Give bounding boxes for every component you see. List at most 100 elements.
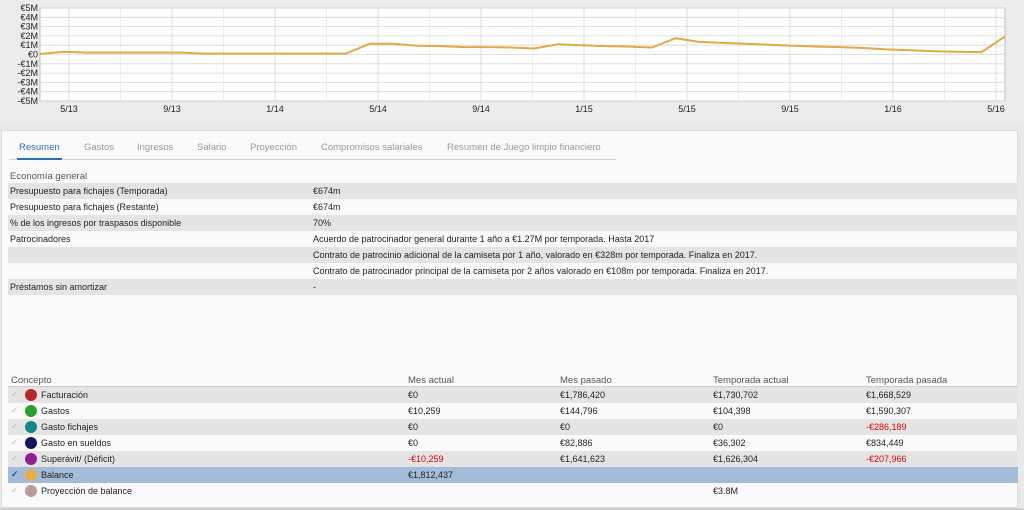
concept-name: Gasto fichajes (41, 422, 99, 432)
last-month-value: €0 (560, 422, 571, 432)
economy-row: Presupuesto para fichajes (Restante) €67… (8, 199, 1018, 215)
economy-row: Contrato de patrocinador principal de la… (8, 263, 1018, 279)
economy-row-value: €674m (313, 186, 341, 196)
header-last-season[interactable]: Temporada pasada (866, 375, 948, 386)
economy-row-value: Contrato de patrocinador principal de la… (313, 266, 769, 276)
x-tick-label: 5/16 (987, 104, 1005, 114)
economy-row-value: 70% (313, 218, 332, 228)
x-tick-label: 1/15 (575, 104, 593, 114)
concept-name: Gasto en sueldos (41, 438, 112, 448)
bottom-border (0, 508, 1024, 510)
checkmark-icon[interactable]: ✓ (11, 405, 19, 415)
x-tick-label: 9/13 (163, 104, 181, 114)
header-current-season[interactable]: Temporada actual (713, 375, 789, 386)
economy-row-label: Patrocinadores (10, 234, 71, 244)
current-month-value: €0 (408, 390, 419, 400)
y-tick-label: €3M (20, 22, 38, 32)
current-season-value: €104,398 (713, 406, 751, 416)
current-season-value: €3.8M (713, 486, 739, 496)
current-season-value: €1,626,304 (713, 454, 759, 464)
current-month-value: €1,812,437 (408, 470, 454, 480)
tab-bar: Resumen Gastos Ingresos Salario Proyecci… (9, 140, 616, 160)
economy-row: % de los ingresos por traspasos disponib… (8, 215, 1018, 231)
tab-ingresos[interactable]: Ingresos (137, 142, 174, 153)
current-season-value: €0 (713, 422, 724, 432)
tab-salario[interactable]: Salario (197, 142, 227, 153)
table-row[interactable]: ✓ Gastos €10,259 €144,796 €104,398 €1,59… (8, 403, 1018, 419)
table-row-selected[interactable]: ✓ Balance €1,812,437 (8, 467, 1018, 483)
y-tick-label: €0 (28, 50, 38, 60)
series-color-dot (25, 469, 37, 481)
last-month-value: €144,796 (560, 406, 598, 416)
y-tick-label: €4M (20, 12, 38, 22)
y-tick-label: €1M (20, 40, 38, 50)
table-row[interactable]: ✓ Facturación €0 €1,786,420 €1,730,702 €… (8, 387, 1018, 403)
balance-chart: €5M €4M €3M €2M €1M €0 -€1M -€2M -€3M -€4M -€5M 5/1… (0, 0, 1024, 124)
checkmark-icon[interactable]: ✓ (11, 453, 19, 463)
concept-name: Balance (41, 470, 74, 480)
concepts-table-header: Concepto Mes actual Mes pasado Temporada… (8, 375, 1018, 387)
series-color-dot (25, 389, 37, 401)
economy-row: Presupuesto para fichajes (Temporada) €6… (8, 183, 1018, 199)
concept-name: Gastos (41, 406, 70, 416)
checkmark-icon[interactable]: ✓ (11, 437, 19, 447)
tab-gastos[interactable]: Gastos (84, 142, 115, 153)
last-season-value: €834,449 (866, 438, 904, 448)
economy-row-value: Acuerdo de patrocinador general durante … (313, 234, 655, 244)
economy-row-value: Contrato de patrocinio adicional de la c… (313, 250, 758, 260)
x-tick-label: 5/15 (678, 104, 696, 114)
last-season-value: €1,590,307 (866, 406, 912, 416)
economy-section-title: Economía general (10, 171, 88, 182)
current-month-value: €0 (408, 438, 419, 448)
balance-chart-svg: €5M€4M€3M€2M€1M€0-€1M-€2M-€3M-€4M-€5M 5/1… (17, 3, 1006, 114)
x-tick-label: 5/13 (60, 104, 78, 114)
concept-name: Superávit/ (Déficit) (41, 454, 116, 464)
y-tick-label: €2M (20, 31, 38, 41)
y-tick-label: -€4M (17, 87, 38, 97)
header-last-month[interactable]: Mes pasado (560, 375, 612, 386)
x-tick-label: 1/16 (884, 104, 902, 114)
checkmark-icon[interactable]: ✓ (11, 485, 19, 495)
economy-row-label: Préstamos sin amortizar (10, 282, 108, 292)
x-tick-label: 5/14 (369, 104, 387, 114)
header-current-month[interactable]: Mes actual (408, 375, 454, 386)
table-row[interactable]: ✓ Superávit/ (Déficit) -€10,259 €1,641,6… (8, 451, 1018, 467)
last-season-value: -€286,189 (866, 422, 907, 432)
last-month-value: €1,786,420 (560, 390, 606, 400)
current-month-value: €0 (408, 422, 419, 432)
checkmark-icon[interactable]: ✓ (11, 469, 19, 479)
economy-row-label: Presupuesto para fichajes (Temporada) (10, 186, 168, 196)
economy-row-value: €674m (313, 202, 341, 212)
x-tick-label: 9/15 (781, 104, 799, 114)
series-color-dot (25, 437, 37, 449)
last-season-value: -€207,966 (866, 454, 907, 464)
y-tick-label: €5M (20, 3, 38, 13)
last-month-value: €1,641,623 (560, 454, 606, 464)
current-season-value: €1,730,702 (713, 390, 759, 400)
x-tick-label: 1/14 (266, 104, 284, 114)
tab-resumen[interactable]: Resumen (17, 142, 62, 160)
y-tick-label: -€2M (17, 68, 38, 78)
table-row[interactable]: ✓ Proyección de balance €3.8M (8, 483, 1018, 499)
tab-proyeccion[interactable]: Proyección (250, 142, 297, 153)
tab-juego-limpio[interactable]: Resumen de Juego limpio financiero (447, 142, 601, 153)
header-concept[interactable]: Concepto (11, 375, 52, 386)
concept-name: Proyección de balance (41, 486, 133, 496)
current-month-value: -€10,259 (408, 454, 444, 464)
checkmark-icon[interactable]: ✓ (11, 421, 19, 431)
series-color-dot (25, 485, 37, 497)
finance-panel: Resumen Gastos Ingresos Salario Proyecci… (1, 130, 1018, 508)
table-row[interactable]: ✓ Gasto fichajes €0 €0 €0 -€286,189 (8, 419, 1018, 435)
checkmark-icon[interactable]: ✓ (11, 389, 19, 399)
balance-series-line (39, 35, 1006, 55)
x-tick-label: 9/14 (472, 104, 490, 114)
tab-compromisos-salariales[interactable]: Compromisos salariales (321, 142, 423, 153)
series-color-dot (25, 421, 37, 433)
last-season-value: €1,668,529 (866, 390, 912, 400)
table-row[interactable]: ✓ Gasto en sueldos €0 €82,886 €36,302 €8… (8, 435, 1018, 451)
current-season-value: €36,302 (713, 438, 746, 448)
concept-name: Facturación (41, 390, 89, 400)
last-month-value: €82,886 (560, 438, 593, 448)
series-color-dot (25, 453, 37, 465)
economy-row-label: % de los ingresos por traspasos disponib… (10, 218, 182, 228)
